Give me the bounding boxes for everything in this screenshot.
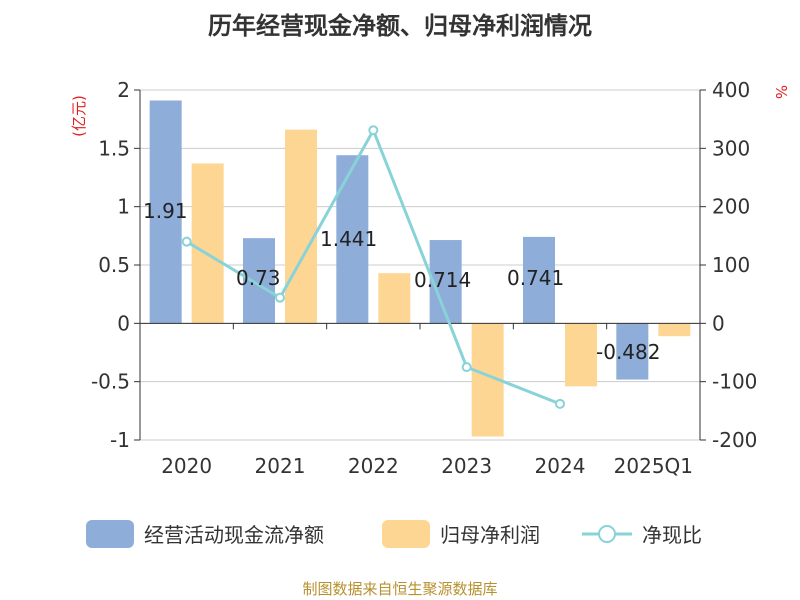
left-tick-label: 1.5 xyxy=(98,136,130,160)
right-tick-label: 400 xyxy=(712,78,750,102)
right-axis-ticks: 400 300 200 100 0 -100 -200 xyxy=(700,78,757,452)
right-tick-label: 300 xyxy=(712,136,750,160)
cashflow-bar xyxy=(616,323,649,380)
right-tick-label: -200 xyxy=(712,428,757,452)
left-tick-label: 1 xyxy=(117,195,130,219)
category-label: 2021 xyxy=(255,454,306,478)
legend-cashflow-label: 经营活动现金流净额 xyxy=(144,523,324,547)
cashflow-data-label: 1.91 xyxy=(143,199,188,223)
net-profit-bar xyxy=(191,163,224,324)
source-note: 制图数据来自恒生聚源数据库 xyxy=(302,580,498,598)
category-label: 2023 xyxy=(441,454,492,478)
legend-net-profit-swatch xyxy=(382,520,430,548)
right-tick-label: -100 xyxy=(712,370,757,394)
bars-layer xyxy=(149,100,691,437)
ratio-point xyxy=(368,125,379,136)
grid-lines xyxy=(140,89,700,441)
category-label: 2025Q1 xyxy=(614,454,693,478)
cashflow-data-label: 0.741 xyxy=(507,266,564,290)
ratio-line-layer xyxy=(181,125,565,409)
legend-ratio-marker xyxy=(598,525,616,543)
ratio-point xyxy=(461,362,472,373)
category-label: 2022 xyxy=(348,454,399,478)
left-axis-ticks: 2 1.5 1 0.5 0 -0.5 -1 xyxy=(91,78,140,452)
ratio-point xyxy=(181,236,192,247)
category-labels: 2020 2021 2022 2023 2024 2025Q1 xyxy=(161,454,693,478)
data-labels: 1.91 0.73 1.441 0.714 0.741 -0.482 xyxy=(143,199,660,364)
cashflow-data-label: -0.482 xyxy=(596,340,660,364)
legend: 经营活动现金流净额 归母净利润 净现比 xyxy=(86,520,702,548)
ratio-point xyxy=(275,292,285,303)
left-tick-label: 2 xyxy=(117,78,130,102)
cashflow-bar xyxy=(523,236,555,324)
cashflow-data-label: 0.73 xyxy=(236,266,281,290)
ratio-point xyxy=(555,398,565,409)
net-profit-bar xyxy=(658,323,691,337)
legend-cashflow-swatch xyxy=(86,520,134,548)
net-profit-bar xyxy=(285,129,317,324)
left-tick-label: 0 xyxy=(117,311,130,335)
right-axis-unit: % xyxy=(772,85,790,99)
legend-ratio-label: 净现比 xyxy=(642,523,702,547)
left-tick-label: -1 xyxy=(110,428,130,452)
cashflow-bar xyxy=(336,155,369,324)
left-tick-label: -0.5 xyxy=(91,370,130,394)
cashflow-data-label: 0.714 xyxy=(414,268,471,292)
cashflow-bar xyxy=(429,240,462,324)
left-tick-label: 0.5 xyxy=(98,253,130,277)
cashflow-bar xyxy=(149,100,182,324)
net-profit-bar xyxy=(378,273,411,324)
right-tick-label: 200 xyxy=(712,195,750,219)
chart-title: 历年经营现金净额、归母净利润情况 xyxy=(208,12,592,40)
right-tick-label: 100 xyxy=(712,253,750,277)
category-label: 2024 xyxy=(535,454,586,478)
cashflow-bar xyxy=(243,238,275,324)
category-label: 2020 xyxy=(161,454,212,478)
net-profit-bar xyxy=(565,323,597,387)
cashflow-data-label: 1.441 xyxy=(320,227,377,251)
legend-net-profit-label: 归母净利润 xyxy=(440,523,540,547)
left-axis-unit: (亿元) xyxy=(70,95,88,137)
right-tick-label: 0 xyxy=(712,311,725,335)
